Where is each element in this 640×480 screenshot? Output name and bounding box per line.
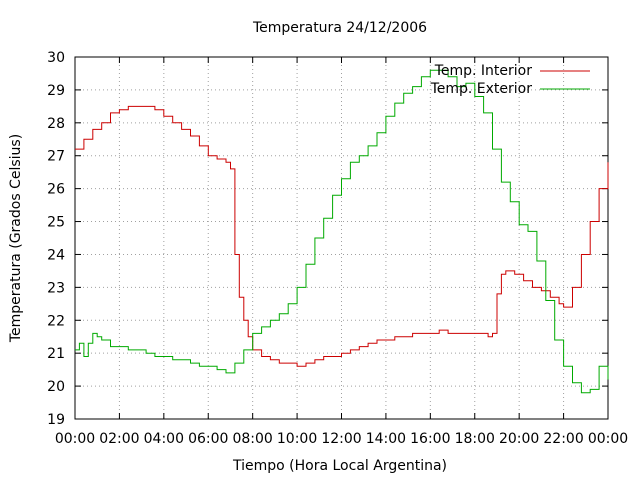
y-tick-label: 26 <box>47 182 65 198</box>
y-tick-label: 25 <box>47 215 65 231</box>
x-tick-label: 06:00 <box>188 431 228 447</box>
x-tick-label: 20:00 <box>499 431 539 447</box>
x-axis-label: Tiempo (Hora Local Argentina) <box>232 458 447 474</box>
y-tick-label: 22 <box>47 313 65 329</box>
y-tick-label: 23 <box>47 280 65 296</box>
x-tick-label: 00:00 <box>588 431 628 447</box>
series-lines <box>75 69 609 394</box>
series-line-interior <box>75 105 609 367</box>
y-tick-label: 24 <box>47 247 65 263</box>
y-tick-label: 29 <box>47 83 65 99</box>
x-tick-label: 10:00 <box>277 431 317 447</box>
legend-label-interior: Temp. Interior <box>434 63 533 79</box>
x-tick-label: 22:00 <box>543 431 583 447</box>
y-axis-label: Temperatura (Grados Celsius) <box>8 134 24 343</box>
x-tick-label: 04:00 <box>144 431 184 447</box>
y-tick-label: 21 <box>47 346 65 362</box>
x-tick-label: 02:00 <box>99 431 139 447</box>
x-axis-tick-labels: 00:00 02:00 04:00 06:00 08:00 10:00 12:00 14:00… <box>55 431 628 447</box>
y-axis-tick-labels: 19 20 21 22 23 24 25 26 27 28 29 30 <box>47 50 65 428</box>
x-tick-label: 18:00 <box>455 431 495 447</box>
series-line-exterior <box>75 69 609 394</box>
chart-title: Temperatura 24/12/2006 <box>252 20 427 36</box>
y-tick-label: 19 <box>47 412 65 428</box>
plot-frame <box>74 56 609 420</box>
legend: Temp. Interior Temp. Exterior <box>430 63 590 97</box>
x-tick-label: 12:00 <box>321 431 361 447</box>
y-tick-label: 30 <box>47 50 65 66</box>
x-tick-label: 16:00 <box>410 431 450 447</box>
y-tick-label: 20 <box>47 379 65 395</box>
y-tick-label: 28 <box>47 116 65 132</box>
x-tick-label: 14:00 <box>366 431 406 447</box>
x-tick-label: 08:00 <box>232 431 272 447</box>
y-tick-label: 27 <box>47 149 65 165</box>
legend-label-exterior: Temp. Exterior <box>430 81 533 97</box>
x-tick-label: 00:00 <box>55 431 95 447</box>
